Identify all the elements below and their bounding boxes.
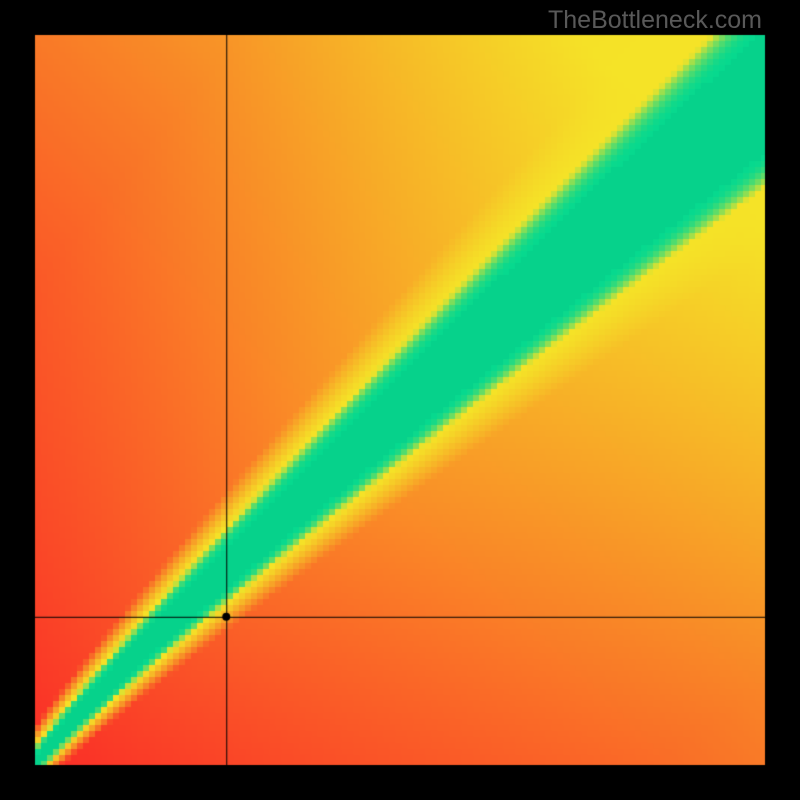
heatmap-canvas [0,0,800,800]
chart-container: TheBottleneck.com [0,0,800,800]
watermark-text: TheBottleneck.com [548,6,762,35]
